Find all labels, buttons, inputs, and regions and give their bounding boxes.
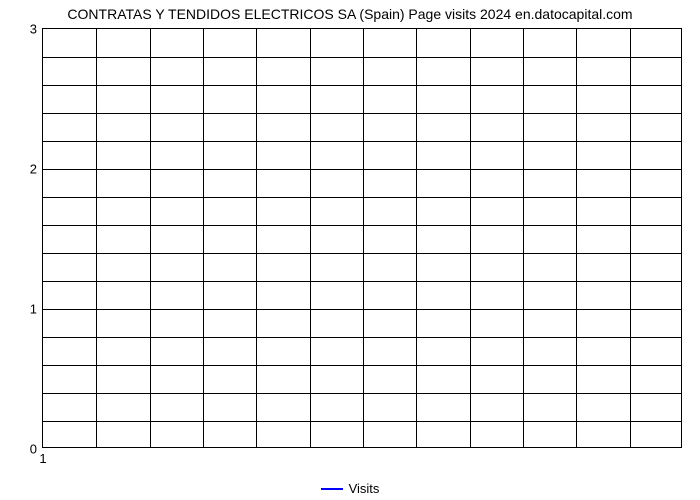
y-major-gridline (43, 169, 681, 170)
y-tick-label: 0 (30, 442, 37, 457)
x-gridline (150, 29, 151, 447)
x-gridline (416, 29, 417, 447)
plot-area: 01231 (42, 28, 682, 448)
x-gridline (470, 29, 471, 447)
x-gridline (523, 29, 524, 447)
x-gridline (576, 29, 577, 447)
x-gridline (630, 29, 631, 447)
legend-item-visits: Visits (321, 481, 380, 496)
legend-swatch (321, 488, 343, 490)
chart-container: CONTRATAS Y TENDIDOS ELECTRICOS SA (Spai… (0, 0, 700, 500)
y-tick-label: 2 (30, 162, 37, 177)
x-gridline (203, 29, 204, 447)
chart-title: CONTRATAS Y TENDIDOS ELECTRICOS SA (Spai… (0, 6, 700, 22)
x-tick-label: 1 (39, 451, 46, 466)
legend: Visits (0, 478, 700, 497)
y-tick-label: 1 (30, 302, 37, 317)
y-major-gridline (43, 309, 681, 310)
x-gridline (363, 29, 364, 447)
legend-label: Visits (349, 481, 380, 496)
x-gridline (96, 29, 97, 447)
x-gridline (256, 29, 257, 447)
y-tick-label: 3 (30, 22, 37, 37)
x-gridline (310, 29, 311, 447)
